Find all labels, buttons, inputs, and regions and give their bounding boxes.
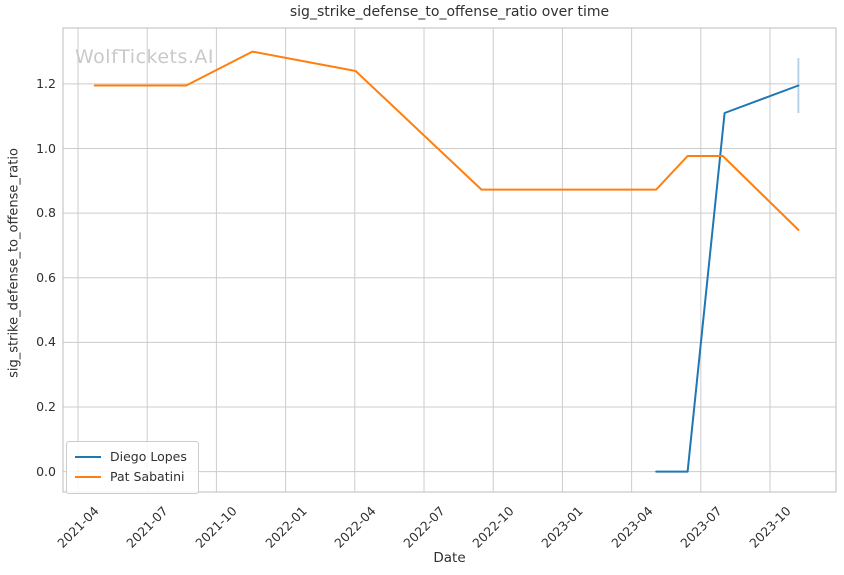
watermark: WolfTickets.AI — [75, 46, 215, 68]
plot-border — [62, 27, 837, 493]
legend: Diego Lopes Pat Sabatini — [66, 441, 199, 494]
y-tick-label: 0.8 — [36, 205, 56, 221]
legend-line-swatch-diego-lopes — [75, 455, 101, 458]
legend-label-pat-sabatini: Pat Sabatini — [110, 469, 185, 484]
y-tick-label: 0.6 — [36, 269, 56, 285]
y-tick-label: 0.4 — [36, 334, 56, 350]
y-tick-label: 0.0 — [36, 463, 56, 479]
legend-item-pat-sabatini: Pat Sabatini — [75, 468, 187, 485]
legend-line-swatch-pat-sabatini — [75, 475, 101, 478]
series-line-diego-lopes — [655, 84, 800, 473]
y-tick-label: 1.2 — [36, 75, 56, 91]
legend-label-diego-lopes: Diego Lopes — [110, 449, 187, 464]
series-line-pat-sabatini — [93, 50, 800, 231]
y-tick-label: 1.0 — [36, 140, 56, 156]
chart-title: sig_strike_defense_to_offense_ratio over… — [289, 4, 610, 20]
x-axis-label: Date — [433, 550, 466, 566]
legend-item-diego-lopes: Diego Lopes — [75, 448, 187, 465]
y-axis-label: sig_strike_defense_to_offense_ratio — [6, 148, 22, 378]
y-tick-label: 0.2 — [36, 399, 56, 415]
